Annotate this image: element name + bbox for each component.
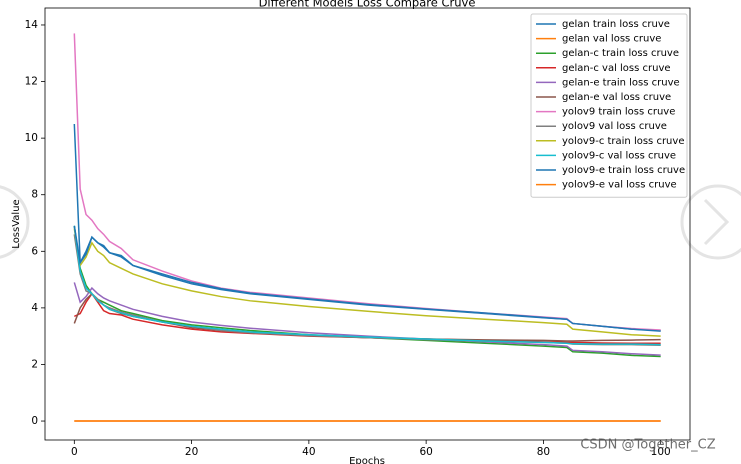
x-tick-label: 20: [185, 446, 198, 458]
legend-box: [530, 13, 688, 198]
legend-label: gelan-c val loss cruve: [562, 63, 671, 74]
legend-label: gelan val loss cruve: [562, 34, 661, 45]
nav-next[interactable]: [680, 184, 741, 260]
y-tick-label: 12: [25, 76, 38, 88]
x-tick-label: 100: [651, 446, 671, 458]
legend-label: gelan-c train loss cruve: [562, 48, 679, 59]
x-tick-label: 80: [537, 446, 550, 458]
legend-label: yolov9-e val loss cruve: [562, 180, 677, 191]
y-tick-label: 10: [25, 132, 38, 144]
x-tick-label: 60: [419, 446, 432, 458]
series-line: [73, 228, 661, 337]
series-line: [73, 225, 661, 346]
legend-label: yolov9 train loss cruve: [562, 107, 675, 118]
y-tick-label: 8: [31, 189, 38, 201]
x-axis-label: Epochs: [349, 456, 385, 464]
legend-label: gelan-e train loss cruve: [562, 77, 680, 88]
legend-label: yolov9 val loss cruve: [562, 121, 667, 132]
legend-label: yolov9-c val loss cruve: [562, 150, 676, 161]
nav-prev[interactable]: [0, 185, 30, 259]
plot-area: 0 20 40 60 80 100 0 2 4 6 8 10 12 14 gelan train loss …: [25, 7, 691, 458]
series-line: [73, 225, 661, 332]
legend-label: yolov9-e train loss cruve: [562, 165, 685, 176]
y-tick-label: 2: [31, 358, 38, 370]
plot-frame: [44, 7, 691, 441]
legend-label: yolov9-c train loss cruve: [562, 136, 684, 147]
watermark: CSDN @Together_CZ: [580, 438, 715, 453]
nav-next-arrow: [703, 198, 730, 246]
legend-label: gelan train loss cruve: [562, 19, 670, 30]
x-tick-label: 0: [71, 446, 78, 458]
y-axis-label: LossValue: [11, 199, 22, 248]
y-tick-label: 4: [31, 302, 38, 314]
chart-title: Different Models Loss Compare Cruve: [259, 0, 476, 10]
x-tick-label: 40: [302, 446, 315, 458]
series-line: [73, 282, 661, 356]
legend-label: gelan-e val loss cruve: [562, 92, 671, 103]
y-tick-label: 14: [25, 19, 39, 31]
y-tick-label: 6: [31, 245, 38, 257]
y-tick-label: 0: [31, 415, 38, 427]
